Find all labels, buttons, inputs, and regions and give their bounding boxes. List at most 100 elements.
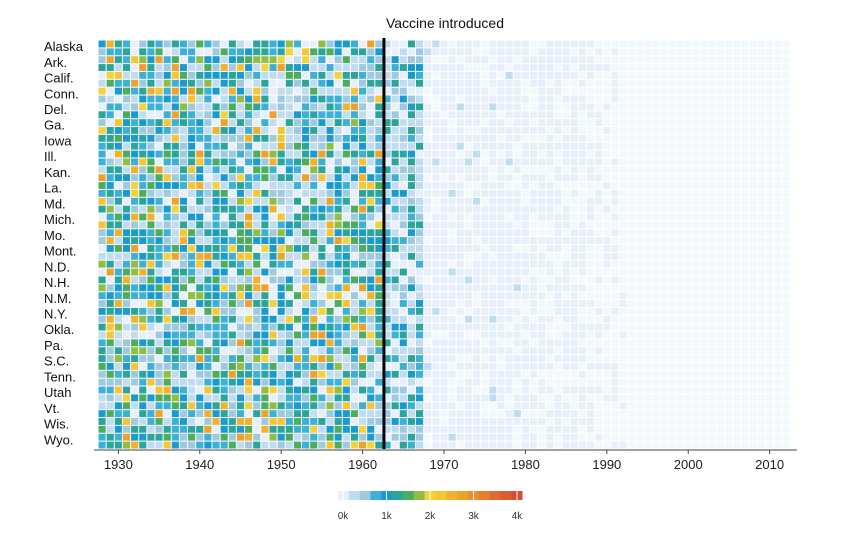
heatmap-cell	[245, 292, 253, 300]
heatmap-cell	[603, 355, 611, 362]
heatmap-cell	[277, 127, 285, 134]
heatmap-cell	[407, 307, 416, 315]
heatmap-cell	[538, 315, 546, 323]
heatmap-cell	[578, 410, 586, 418]
heatmap-cell	[106, 229, 114, 237]
heatmap-cell	[269, 87, 277, 95]
heatmap-cell	[635, 362, 643, 370]
heatmap-cell	[416, 347, 424, 355]
heatmap-cell	[179, 158, 188, 166]
heatmap-cell	[245, 205, 253, 213]
heatmap-cell	[546, 331, 554, 339]
heatmap-cell	[212, 268, 220, 276]
heatmap-cell	[652, 284, 660, 292]
heatmap-cell	[302, 127, 310, 134]
heatmap-cell	[350, 284, 359, 292]
heatmap-cell	[546, 394, 554, 402]
heatmap-cell	[440, 307, 448, 315]
heatmap-cell	[497, 268, 505, 276]
heatmap-cell	[253, 331, 261, 339]
heatmap-cell	[700, 40, 709, 48]
heatmap-cell	[505, 64, 513, 71]
heatmap-cell	[489, 331, 497, 339]
heatmap-cell	[603, 166, 611, 174]
heatmap-cell	[391, 252, 399, 260]
heatmap-cell	[204, 441, 212, 449]
heatmap-cell	[147, 174, 155, 182]
heatmap-cell	[139, 213, 147, 221]
heatmap-cell	[464, 402, 472, 410]
heatmap-cell	[456, 213, 464, 221]
heatmap-cell	[717, 237, 725, 244]
heatmap-cell	[122, 386, 131, 394]
heatmap-cell	[660, 237, 668, 244]
heatmap-cell	[529, 378, 538, 386]
heatmap-cell	[98, 229, 106, 237]
heatmap-cell	[416, 339, 424, 347]
heatmap-cell	[220, 260, 228, 268]
heatmap-cell	[578, 284, 586, 292]
heatmap-cell	[700, 134, 709, 142]
heatmap-cell	[220, 370, 228, 378]
heatmap-cell	[334, 378, 342, 386]
heatmap-cell	[310, 237, 318, 244]
heatmap-cell	[676, 48, 684, 56]
heatmap-cell	[717, 48, 725, 56]
heatmap-cell	[603, 182, 611, 189]
heatmap-cell	[131, 56, 139, 64]
heatmap-cell	[228, 119, 236, 127]
heatmap-cell	[749, 339, 757, 347]
heatmap-cell	[407, 425, 416, 433]
heatmap-cell	[399, 237, 407, 244]
heatmap-cell	[326, 79, 334, 87]
heatmap-cell	[391, 378, 399, 386]
heatmap-cell	[489, 205, 497, 213]
heatmap-cell	[717, 79, 725, 87]
heatmap-cell	[196, 142, 204, 150]
heatmap-cell	[220, 205, 228, 213]
heatmap-cell	[741, 197, 749, 205]
heatmap-cell	[269, 119, 277, 127]
heatmap-cell	[627, 339, 635, 347]
heatmap-cell	[725, 103, 733, 111]
heatmap-cell	[318, 134, 326, 142]
heatmap-cell	[643, 174, 652, 182]
heatmap-cell	[717, 386, 725, 394]
heatmap-cell	[350, 418, 359, 425]
heatmap-cell	[269, 189, 277, 197]
heatmap-cell	[562, 127, 570, 134]
heatmap-cell	[228, 386, 236, 394]
heatmap-cell	[440, 64, 448, 71]
heatmap-cell	[619, 71, 627, 79]
heatmap-cell	[782, 331, 790, 339]
heatmap-cell	[391, 174, 399, 182]
heatmap-cell	[285, 362, 293, 370]
heatmap-cell	[228, 182, 236, 189]
heatmap-cell	[147, 418, 155, 425]
heatmap-cell	[684, 276, 692, 284]
heatmap-cell	[196, 64, 204, 71]
heatmap-cell	[391, 40, 399, 48]
heatmap-cell	[586, 425, 595, 433]
heatmap-cell	[481, 284, 489, 292]
heatmap-cell	[692, 418, 700, 425]
heatmap-cell	[334, 142, 342, 150]
heatmap-cell	[399, 347, 407, 355]
heatmap-cell	[98, 355, 106, 362]
heatmap-cell	[448, 142, 456, 150]
heatmap-cell	[212, 284, 220, 292]
heatmap-cell	[472, 331, 481, 339]
heatmap-cell	[782, 221, 790, 229]
heatmap-cell	[253, 378, 261, 386]
heatmap-cell	[757, 79, 766, 87]
heatmap-cell	[236, 370, 245, 378]
heatmap-cell	[521, 339, 529, 347]
legend-swatch	[489, 491, 501, 500]
heatmap-cell	[635, 158, 643, 166]
heatmap-cell	[277, 221, 285, 229]
heatmap-cell	[293, 166, 302, 174]
heatmap-cell	[627, 331, 635, 339]
heatmap-cell	[562, 79, 570, 87]
heatmap-cell	[220, 142, 228, 150]
heatmap-cell	[749, 323, 757, 331]
